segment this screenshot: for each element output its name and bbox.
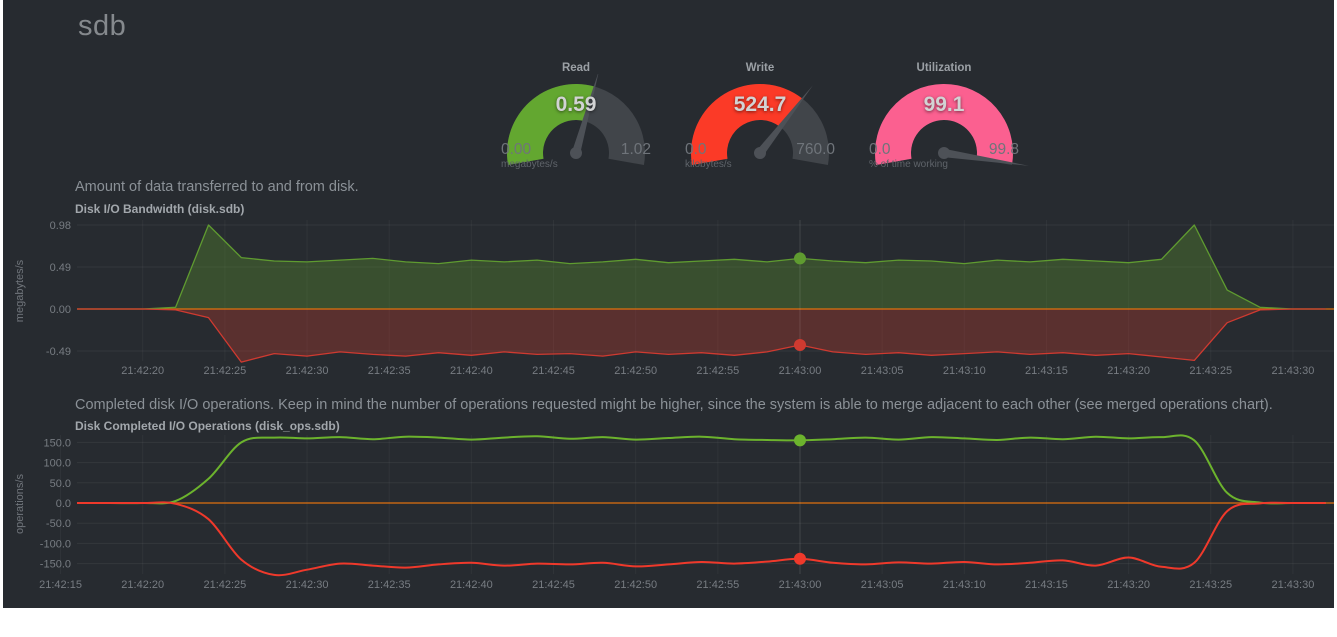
gauge-write-value: 524.7 (733, 93, 787, 116)
x-axis-tick-label: 21:43:30 (1272, 365, 1315, 377)
x-axis-tick-label: 21:42:55 (696, 365, 739, 377)
x-axis-tick-label: 21:42:35 (368, 579, 411, 591)
gauge-utilization-units: % of time working (869, 159, 948, 170)
hover-dot-writes (793, 338, 806, 351)
series-line-writes (77, 501, 1326, 577)
bandwidth-chart[interactable]: 0.98 0.49 0.00 -0.49 21:42:20 21:42:25 21:42:3… (3, 216, 1334, 386)
bandwidth-chart-title: Disk I/O Bandwidth (disk.sdb) (75, 202, 245, 216)
x-axis-tick-label: 21:43:30 (1272, 579, 1315, 591)
gauge-needle (943, 148, 1029, 166)
x-axis-tick-label: 21:42:20 (121, 579, 164, 591)
x-axis-tick-label: 21:43:25 (1189, 579, 1232, 591)
y-axis-tick-label: 0.98 (50, 220, 71, 232)
gauge-needle-pivot (938, 147, 950, 159)
series-area-reads (77, 225, 1326, 309)
gauge-read-min: 0.00 (501, 141, 532, 158)
gauge-value-arc (691, 83, 803, 165)
gauge-needle-pivot (754, 147, 766, 159)
x-axis-tick-label: 21:43:10 (943, 365, 986, 377)
x-axis-tick-label: 21:43:00 (779, 579, 822, 591)
gauge-read-units: megabytes/s (501, 159, 558, 170)
y-axis-tick-label: 0.49 (50, 262, 71, 274)
gauge-read-max: 1.02 (620, 141, 651, 158)
gauge-utilization-min: 0.0 (869, 141, 891, 158)
page-title: sdb (78, 10, 127, 42)
y-axis-tick-label: 0.00 (50, 304, 71, 316)
series-line-writes (77, 308, 1326, 363)
gauge-needle (571, 74, 599, 155)
gauge-value-arc (875, 84, 1013, 165)
bandwidth-chart-description: Amount of data transferred to and from d… (75, 179, 359, 195)
gauge-utilization-value: 99.1 (923, 93, 965, 116)
x-axis-tick-label: 21:42:55 (696, 579, 739, 591)
x-axis-tick-label: 21:42:20 (121, 365, 164, 377)
x-axis-tick-label: 21:43:05 (861, 579, 904, 591)
x-axis-tick-label: 21:43:15 (1025, 365, 1068, 377)
gauge-utilization-title: Utilization (916, 62, 972, 74)
x-axis-tick-label: 21:43:20 (1107, 579, 1150, 591)
gauge-read-dial (507, 74, 645, 165)
y-axis-tick-label: 150.0 (43, 437, 71, 449)
gauge-write-min: 0.0 (685, 141, 707, 158)
gauge-needle-pivot (570, 147, 582, 159)
x-axis-tick-label: 21:42:45 (532, 365, 575, 377)
operations-chart-title: Disk Completed I/O Operations (disk_ops.… (75, 419, 340, 433)
y-axis-tick-label: -100.0 (40, 538, 71, 550)
dashboard-panel: sdb Read 0.59 0.00 1.02 megabytes/s Writ… (3, 0, 1334, 608)
gauge-read-title: Read (561, 62, 591, 74)
gauge-read-value: 0.59 (555, 93, 597, 116)
series-area-writes (77, 309, 1326, 363)
gauge-write-dial (691, 83, 829, 165)
y-axis-unit-label: operations/s (14, 474, 26, 534)
x-axis-tick-label: 21:42:45 (532, 579, 575, 591)
x-axis-tick-label: 21:43:20 (1107, 365, 1150, 377)
gauge-read[interactable]: Read 0.59 0.00 1.02 megabytes/s (491, 62, 661, 176)
hover-dot-reads (793, 252, 806, 265)
x-axis-tick-label: 21:42:40 (450, 365, 493, 377)
y-axis-tick-label: 100.0 (43, 458, 71, 470)
gauge-utilization-dial (875, 84, 1029, 166)
y-axis-tick-label: -0.49 (46, 346, 71, 358)
gauge-value-arc (507, 83, 595, 165)
x-axis-tick-label: 21:43:05 (861, 365, 904, 377)
y-axis-unit-label: megabytes/s (14, 259, 26, 322)
y-axis-tick-label: 0.0 (56, 498, 71, 510)
x-axis-tick-label: 21:43:15 (1025, 579, 1068, 591)
x-axis-tick-label: 21:42:50 (614, 579, 657, 591)
gauge-write-units: kilobytes/s (685, 159, 732, 170)
gauge-utilization-max: 99.8 (988, 141, 1019, 158)
x-axis-tick-label: 21:43:10 (943, 579, 986, 591)
gauge-write[interactable]: Write 524.7 0.0 760.0 kilobytes/s (675, 62, 845, 176)
y-axis-tick-label: 50.0 (50, 478, 71, 490)
hover-dot-reads (793, 434, 806, 447)
x-axis-tick-label: 21:42:30 (286, 365, 329, 377)
x-axis-tick-label: 21:42:25 (203, 365, 246, 377)
gauges-row: Read 0.59 0.00 1.02 megabytes/s Write 52… (491, 62, 1029, 176)
gauge-write-title: Write (745, 62, 775, 74)
x-axis-tick-label: 21:42:40 (450, 579, 493, 591)
x-axis-tick-label: 21:43:25 (1189, 365, 1232, 377)
operations-chart-description: Completed disk I/O operations. Keep in m… (75, 397, 1273, 413)
y-axis-tick-label: -50.0 (46, 518, 71, 530)
x-axis-tick-label: 21:42:50 (614, 365, 657, 377)
x-axis-tick-label: 21:42:25 (203, 579, 246, 591)
gauge-write-max: 760.0 (796, 141, 835, 158)
x-axis-tick-label: 21:42:35 (368, 365, 411, 377)
series-line-reads (77, 434, 1326, 505)
x-axis-tick-label: 21:42:15 (39, 579, 82, 591)
x-axis-tick-label: 21:42:30 (286, 579, 329, 591)
operations-chart[interactable]: 150.0 100.0 50.0 0.0 -50.0 -100.0 -150.0 21:42:… (3, 432, 1334, 604)
hover-dot-writes (793, 552, 806, 565)
gauge-utilization[interactable]: Utilization 99.1 0.0 99.8 % of time work… (859, 62, 1029, 176)
x-axis-tick-label: 21:43:00 (779, 365, 822, 377)
y-axis-tick-label: -150.0 (40, 559, 71, 571)
series-line-reads (77, 224, 1326, 310)
gauge-needle (756, 85, 813, 156)
